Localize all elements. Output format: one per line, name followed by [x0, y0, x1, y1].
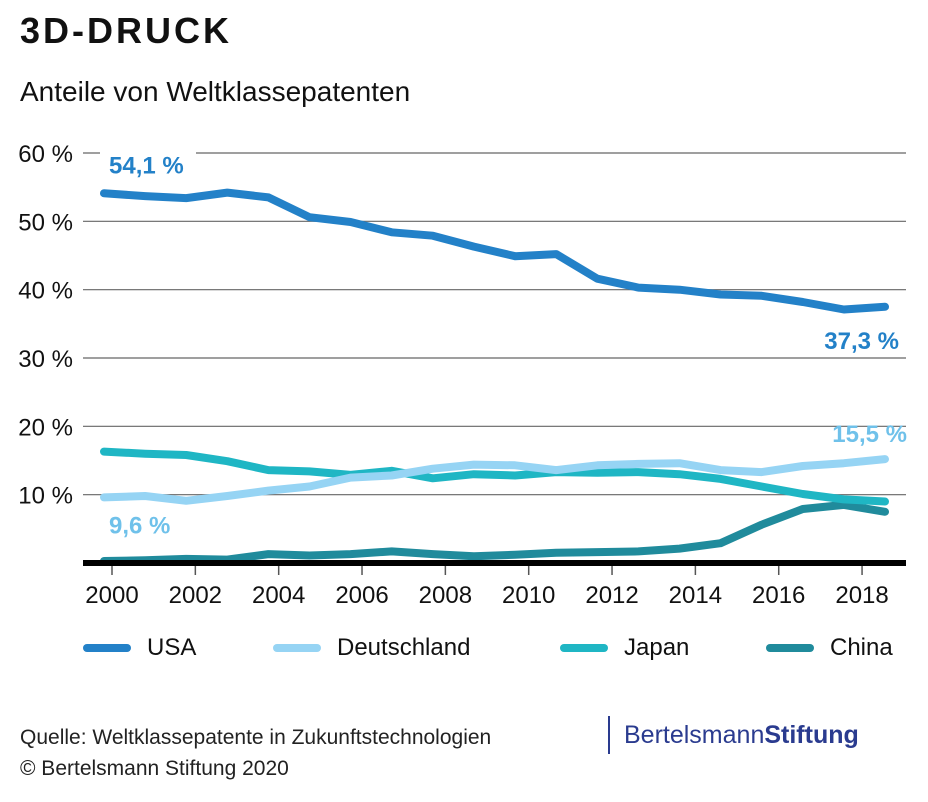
x-tick-label: 2012	[585, 582, 638, 609]
x-tick-label: 2018	[835, 582, 888, 609]
y-tick-label: 50 %	[18, 209, 73, 236]
legend-label: Deutschland	[337, 634, 471, 661]
legend-label: China	[830, 634, 893, 661]
x-tick-label: 2008	[419, 582, 472, 609]
chart-subtitle: Anteile von Weltklassepatenten	[20, 76, 411, 107]
legend-label: USA	[147, 634, 197, 661]
y-tick-label: 60 %	[18, 141, 73, 168]
y-tick-label: 10 %	[18, 483, 73, 510]
data-label-usa: 37,3 %	[824, 328, 899, 355]
line-chart: 10 %20 %30 %40 %50 %60 % 2000 2002 2004 200…	[18, 141, 907, 609]
x-tick-label: 2006	[335, 582, 388, 609]
source-note: Quelle: Weltklassepatente in Zukunftstec…	[20, 722, 491, 784]
x-tick-label: 2004	[252, 582, 305, 609]
legend-item-usa: USA	[83, 628, 196, 668]
chart-title: 3D-DRUCK	[20, 10, 232, 51]
legend: USA Deutschland Japan China	[83, 628, 913, 668]
x-tick-label: 2010	[502, 582, 555, 609]
x-tick-label: 2002	[169, 582, 222, 609]
data-label-usa: 54,1 %	[109, 152, 184, 179]
x-tick-label: 2000	[85, 582, 138, 609]
series-line-usa	[100, 188, 889, 314]
data-label-deutschland: 15,5 %	[832, 421, 907, 448]
brand-name-regular: Bertelsmann	[624, 720, 765, 749]
copyright-text: © Bertelsmann Stiftung 2020	[20, 757, 289, 780]
x-tick-label: 2016	[752, 582, 805, 609]
legend-swatch-japan	[560, 644, 608, 652]
legend-swatch-usa	[83, 644, 131, 652]
y-tick-label: 30 %	[18, 346, 73, 373]
legend-item-japan: Japan	[560, 628, 689, 668]
source-text: Quelle: Weltklassepatente in Zukunftstec…	[20, 726, 492, 749]
legend-item-china: China	[766, 628, 893, 668]
legend-item-deutschland: Deutschland	[273, 628, 470, 668]
y-tick-label: 20 %	[18, 414, 73, 441]
legend-swatch-china	[766, 644, 814, 652]
series-line-japan	[100, 447, 889, 506]
legend-swatch-deutschland	[273, 644, 321, 652]
x-axis-ticks: 2000 2002 2004 2006 2008 2010 2012 2014 2016 2018	[85, 566, 889, 609]
data-labels: 54,1 % 37,3 % 9,6 % 15,5 %	[109, 152, 907, 539]
y-tick-label: 40 %	[18, 278, 73, 305]
brand-logo: Bertelsmann Stiftung	[608, 716, 859, 754]
x-tick-label: 2014	[669, 582, 722, 609]
series-line-deutschland	[100, 455, 889, 505]
y-axis-tick-labels: 10 % 20 % 30 % 40 % 50 % 60 %	[18, 141, 73, 510]
series-line-china	[100, 500, 889, 565]
legend-label: Japan	[624, 634, 690, 661]
brand-name-bold: Stiftung	[764, 720, 859, 749]
data-label-deutschland: 9,6 %	[109, 512, 170, 539]
series-lines	[100, 188, 889, 565]
label-background	[100, 145, 196, 165]
